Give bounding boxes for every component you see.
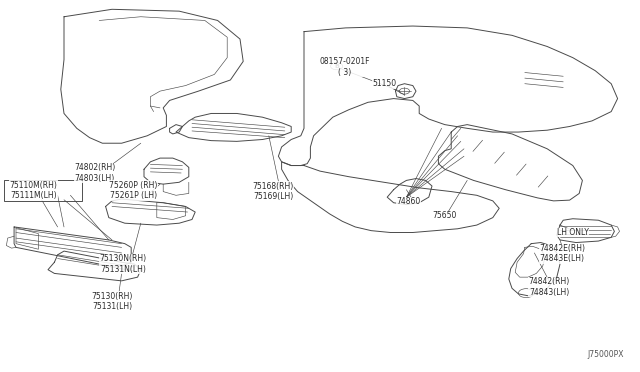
Text: 75130N(RH)
75131N(LH): 75130N(RH) 75131N(LH) — [99, 254, 147, 274]
Text: 75650: 75650 — [433, 211, 457, 220]
Text: 75260P (RH)
75261P (LH): 75260P (RH) 75261P (LH) — [109, 181, 157, 200]
Text: 75130(RH)
75131(LH): 75130(RH) 75131(LH) — [92, 292, 132, 311]
Text: 08157-0201F
( 3): 08157-0201F ( 3) — [319, 57, 369, 77]
Text: 74860: 74860 — [396, 198, 420, 206]
Text: LH ONLY: LH ONLY — [557, 228, 589, 237]
Text: 75168(RH)
75169(LH): 75168(RH) 75169(LH) — [253, 182, 294, 201]
Text: 74842E(RH)
74843E(LH): 74842E(RH) 74843E(LH) — [539, 244, 585, 263]
Text: 74842(RH)
74843(LH): 74842(RH) 74843(LH) — [529, 278, 570, 297]
Text: 74802(RH)
74803(LH): 74802(RH) 74803(LH) — [74, 163, 115, 183]
Text: 51150: 51150 — [372, 79, 396, 88]
Text: B: B — [334, 64, 339, 69]
Text: 75110M(RH)
75111M(LH): 75110M(RH) 75111M(LH) — [10, 181, 57, 200]
Text: J75000PX: J75000PX — [588, 350, 624, 359]
